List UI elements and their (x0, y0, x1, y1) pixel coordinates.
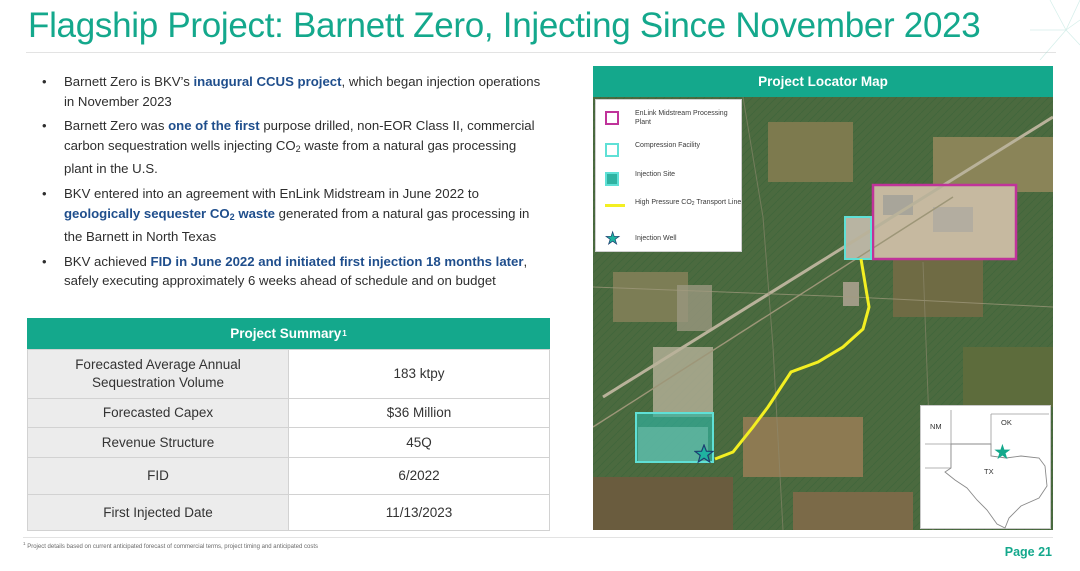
row-label: Forecasted Average Annual Sequestration … (27, 349, 289, 399)
table-row: Forecasted Capex $36 Million (27, 398, 550, 428)
highlight-text: one of the first (168, 118, 260, 134)
summary-table: Forecasted Average Annual Sequestration … (27, 349, 550, 531)
legend-item-well: ★ Injection Well (605, 229, 677, 248)
highlight-text: geologically sequester CO (64, 205, 230, 221)
page-title: Flagship Project: Barnett Zero, Injectin… (28, 6, 981, 45)
footer-divider (23, 537, 1053, 538)
row-value: 183 ktpy (288, 349, 550, 399)
location-star-icon: ★ (993, 441, 1012, 464)
row-label: Revenue Structure (27, 427, 289, 458)
injection-well-icon (694, 444, 714, 464)
table-row: Forecasted Average Annual Sequestration … (27, 349, 550, 399)
bullet-list: Barnett Zero is BKV’s inaugural CCUS pro… (40, 72, 545, 296)
title-divider (26, 52, 1056, 53)
compression-swatch-icon (605, 143, 619, 157)
injection-site-swatch-icon (605, 172, 619, 186)
row-value: 45Q (288, 427, 550, 458)
table-row: First Injected Date 11/13/2023 (27, 494, 550, 531)
legend-item-pipeline: High Pressure CO2 Transport Line (605, 198, 743, 209)
map-header: Project Locator Map (593, 66, 1053, 97)
page-number: Page 21 (1004, 545, 1052, 559)
table-row: FID 6/2022 (27, 457, 550, 495)
star-icon: ★ (605, 229, 621, 248)
bullet-item: Barnett Zero is BKV’s inaugural CCUS pro… (40, 72, 545, 111)
table-row: Revenue Structure 45Q (27, 427, 550, 458)
project-summary: Project Summary 1 Forecasted Average Annu… (27, 318, 550, 531)
bullet-item: BKV achieved FID in June 2022 and initia… (40, 252, 545, 291)
bullet-item: Barnett Zero was one of the first purpos… (40, 116, 545, 179)
satellite-map: EnLink Midstream Processing Plant Compre… (593, 97, 1053, 530)
texas-inset-map: NM OK TX ★ (920, 405, 1051, 529)
row-label: Forecasted Capex (27, 398, 289, 428)
nm-label: NM (930, 422, 942, 431)
project-locator-map: Project Locator Map (593, 66, 1053, 530)
highlight-text: FID in June 2022 and initiated first inj… (150, 253, 524, 269)
legend-item-compression: Compression Facility (605, 141, 743, 157)
bullet-item: BKV entered into an agreement with EnLin… (40, 184, 545, 247)
plant-swatch-icon (605, 111, 619, 125)
row-value: 6/2022 (288, 457, 550, 495)
tx-label: TX (984, 467, 994, 476)
decorative-lines-icon (1030, 0, 1080, 60)
row-label: FID (27, 457, 289, 495)
texas-outline (925, 410, 1049, 529)
footnote: 1 Project details based on current antic… (23, 541, 318, 550)
map-legend: EnLink Midstream Processing Plant Compre… (595, 99, 742, 252)
row-value: $36 Million (288, 398, 550, 428)
summary-header: Project Summary 1 (27, 318, 550, 349)
highlight-text: inaugural CCUS project (193, 74, 342, 89)
pipeline-line-icon (605, 204, 625, 207)
legend-item-plant: EnLink Midstream Processing Plant (605, 109, 743, 127)
row-label: First Injected Date (27, 494, 289, 531)
legend-item-injection-site: Injection Site (605, 170, 743, 186)
row-value: 11/13/2023 (288, 494, 550, 531)
ok-label: OK (1001, 418, 1012, 427)
